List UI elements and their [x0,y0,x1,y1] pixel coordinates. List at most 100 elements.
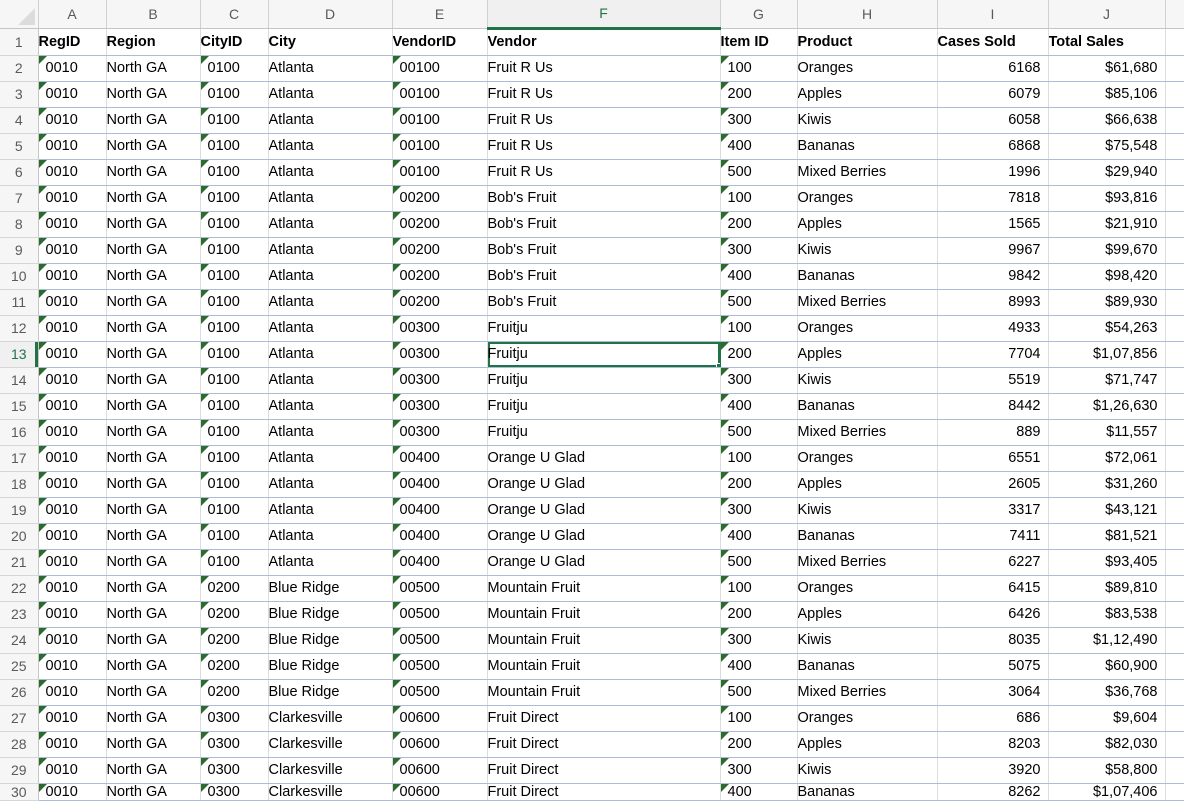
data-cell[interactable]: North GA [106,133,201,160]
data-cell[interactable]: North GA [106,549,201,576]
data-cell[interactable]: Fruitju [487,315,721,342]
data-cell[interactable]: 8262 [937,783,1049,801]
data-cell[interactable]: North GA [106,289,201,316]
data-cell[interactable]: 6227 [937,549,1049,576]
data-cell[interactable]: 00400 [392,549,488,576]
data-cell[interactable]: 0010 [38,679,107,706]
data-cell[interactable]: 0200 [200,601,269,628]
data-cell[interactable]: 0100 [200,133,269,160]
data-cell[interactable]: Bananas [797,263,938,290]
data-cell[interactable]: 0010 [38,549,107,576]
data-cell[interactable]: 00100 [392,81,488,108]
header-cell[interactable]: Region [106,28,201,56]
data-cell[interactable]: 0010 [38,367,107,394]
data-cell[interactable]: Mixed Berries [797,289,938,316]
data-cell[interactable]: North GA [106,523,201,550]
data-cell[interactable]: 00400 [392,471,488,498]
data-cell[interactable]: Oranges [797,55,938,82]
data-cell[interactable]: 00400 [392,445,488,472]
data-cell[interactable]: North GA [106,341,201,368]
data-cell[interactable]: $83,538 [1048,601,1166,628]
data-cell[interactable]: Blue Ridge [268,601,393,628]
data-cell[interactable]: 0100 [200,263,269,290]
column-header-j[interactable]: J [1048,0,1166,29]
data-cell[interactable]: $81,521 [1048,523,1166,550]
empty-cell[interactable] [1165,81,1184,108]
data-cell[interactable]: Bob's Fruit [487,289,721,316]
data-cell[interactable]: 0010 [38,705,107,732]
row-header-21[interactable]: 21 [0,549,39,576]
fill-handle[interactable] [715,362,719,366]
data-cell[interactable]: Atlanta [268,419,393,446]
data-cell[interactable]: 200 [720,731,798,758]
data-cell[interactable]: 200 [720,341,798,368]
data-cell[interactable]: Fruit Direct [487,705,721,732]
data-cell[interactable]: 0100 [200,237,269,264]
column-header-h[interactable]: H [797,0,938,29]
data-cell[interactable]: 0010 [38,185,107,212]
data-cell[interactable]: 0010 [38,575,107,602]
header-cell[interactable]: Product [797,28,938,56]
data-cell[interactable]: 0010 [38,627,107,654]
empty-cell[interactable] [1165,185,1184,212]
row-header-18[interactable]: 18 [0,471,39,498]
data-cell[interactable]: 00500 [392,653,488,680]
data-cell[interactable]: 0010 [38,757,107,784]
empty-cell[interactable] [1165,497,1184,524]
data-cell[interactable]: 00200 [392,289,488,316]
data-cell[interactable]: 300 [720,367,798,394]
header-cell[interactable]: CityID [200,28,269,56]
data-cell[interactable]: 0010 [38,81,107,108]
data-cell[interactable]: Bananas [797,653,938,680]
data-cell[interactable]: North GA [106,445,201,472]
empty-cell[interactable] [1165,289,1184,316]
empty-cell[interactable] [1165,731,1184,758]
data-cell[interactable]: $9,604 [1048,705,1166,732]
row-header-23[interactable]: 23 [0,601,39,628]
data-cell[interactable]: 0010 [38,211,107,238]
data-cell[interactable]: Orange U Glad [487,523,721,550]
data-cell[interactable]: 00600 [392,757,488,784]
data-cell[interactable]: 6551 [937,445,1049,472]
row-header-29[interactable]: 29 [0,757,39,784]
data-cell[interactable]: 500 [720,159,798,186]
data-cell[interactable]: North GA [106,601,201,628]
data-cell[interactable]: Orange U Glad [487,445,721,472]
data-cell[interactable]: 400 [720,523,798,550]
data-cell[interactable]: 8993 [937,289,1049,316]
data-cell[interactable]: North GA [106,705,201,732]
empty-cell[interactable] [1165,419,1184,446]
data-cell[interactable]: 9967 [937,237,1049,264]
data-cell[interactable]: Kiwis [797,367,938,394]
column-header-k[interactable] [1165,0,1184,29]
data-cell[interactable]: 400 [720,653,798,680]
data-cell[interactable]: 0300 [200,705,269,732]
data-cell[interactable]: Bananas [797,393,938,420]
column-header-e[interactable]: E [392,0,488,29]
data-cell[interactable]: North GA [106,679,201,706]
data-cell[interactable]: Kiwis [797,107,938,134]
data-cell[interactable]: 1996 [937,159,1049,186]
data-cell[interactable]: Atlanta [268,393,393,420]
data-cell[interactable]: 0100 [200,523,269,550]
column-header-b[interactable]: B [106,0,201,29]
data-cell[interactable]: Fruit Direct [487,731,721,758]
data-cell[interactable]: 3064 [937,679,1049,706]
data-cell[interactable]: Apples [797,731,938,758]
data-cell[interactable]: Atlanta [268,159,393,186]
data-cell[interactable]: 0010 [38,601,107,628]
data-cell[interactable]: Blue Ridge [268,627,393,654]
data-cell[interactable]: $72,061 [1048,445,1166,472]
data-cell[interactable]: $75,548 [1048,133,1166,160]
data-cell[interactable]: Apples [797,471,938,498]
data-cell[interactable]: Mixed Berries [797,549,938,576]
data-cell[interactable]: 00300 [392,419,488,446]
data-cell[interactable]: 00400 [392,497,488,524]
data-cell[interactable]: 100 [720,315,798,342]
header-cell[interactable]: Item ID [720,28,798,56]
data-cell[interactable]: $61,680 [1048,55,1166,82]
data-cell[interactable]: North GA [106,315,201,342]
data-cell[interactable]: $58,800 [1048,757,1166,784]
data-cell[interactable]: 0200 [200,653,269,680]
data-cell[interactable]: Blue Ridge [268,653,393,680]
